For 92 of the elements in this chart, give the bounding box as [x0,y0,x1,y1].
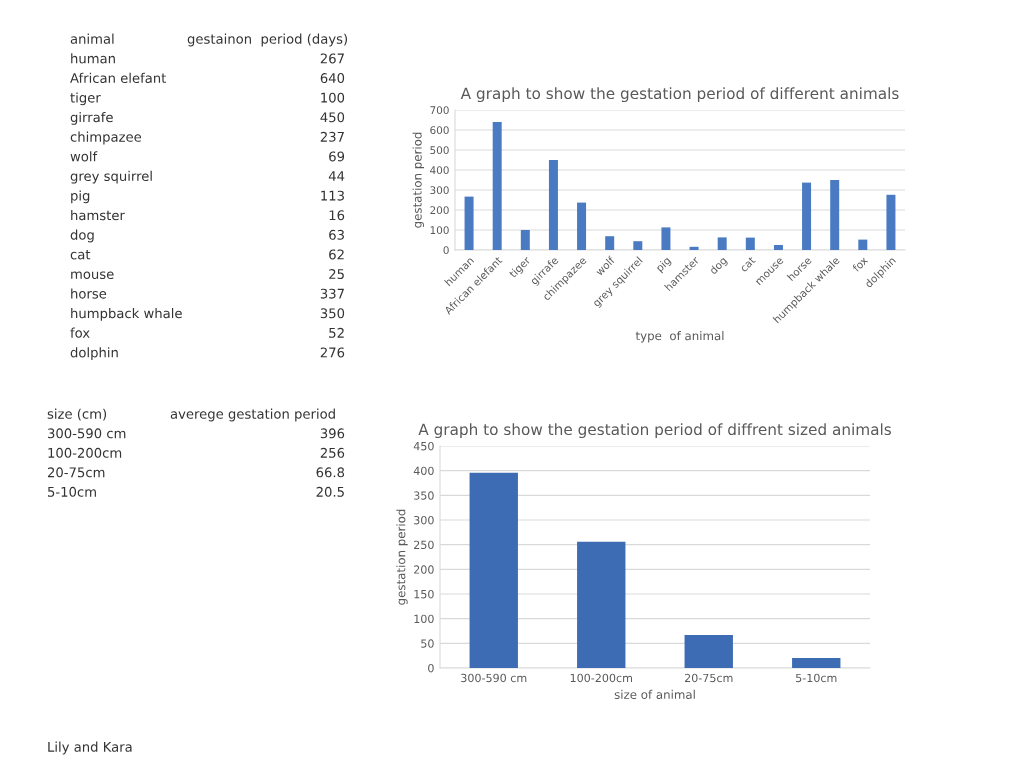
bar [548,160,558,250]
x-tick-label: cat [739,256,756,273]
y-tick-label: 50 [421,639,434,648]
bar [689,246,699,250]
bar [745,237,755,250]
text: 100 [321,92,345,103]
text: 25 [329,269,344,280]
text: tiger [70,92,101,106]
bar [792,657,841,668]
text: 640 [320,73,345,84]
y-axis-title: gestation period [412,132,425,228]
bar [520,230,530,250]
text: 113 [321,190,344,201]
text: 350 [320,308,345,319]
bar [661,227,671,250]
x-tick-label: dog [708,256,729,277]
text: 300-590 cm [48,428,126,439]
text: 20-75cm [47,467,105,478]
y-tick-label: 700 [430,106,449,115]
bar [858,239,868,250]
y-tick-label: 0 [443,246,449,255]
bar [469,472,518,668]
bar [773,245,783,250]
bar [886,194,896,250]
text: dolphin [70,347,118,360]
text: chimpazee [70,131,142,145]
text: wolf [70,151,98,162]
y-tick-label: 200 [414,565,434,574]
text: animal [70,33,114,44]
text: size (cm) [47,408,107,421]
text: averege gestation period [170,408,335,422]
bar [717,237,727,250]
text: human [71,53,115,64]
bar [802,182,812,250]
x-tick-label: 300-590 cm [461,673,527,683]
text: 62 [329,249,344,260]
text: hamster [71,210,125,221]
y-tick-label: 600 [430,126,449,135]
text: grey squirrel [70,170,152,184]
text: dog [70,229,94,243]
x-tick-label: fox [851,255,869,273]
y-tick-label: 0 [428,663,434,673]
text: Lily and Kara [48,741,132,755]
y-tick-label: 300 [414,515,434,525]
x-tick-label: 100-200cm [570,673,632,683]
text: 16 [329,210,345,221]
y-tick-label: 400 [430,166,449,175]
y-tick-label: 300 [430,186,449,195]
text: pig [71,190,90,204]
y-tick-label: 450 [413,441,434,451]
y-axis-title: gestation period [396,509,408,605]
text: fox [70,327,90,338]
text: gestainon period (days) [187,33,348,47]
text: girrafe [70,112,113,125]
text: 20.5 [316,486,344,497]
text: 52 [329,327,344,338]
chart-title: A graph to show the gestation period of different animals [460,87,899,103]
bar [684,635,733,668]
text: 337 [320,288,344,299]
bar [577,202,587,250]
text: African elefant [70,72,167,84]
x-tick-label: 20-75cm [684,673,733,683]
x-axis-title: type of animal [635,331,724,343]
x-axis-title: size of animal [614,689,695,699]
text: 44 [328,171,345,181]
y-tick-label: 100 [430,226,449,235]
chart-title: A graph to show the gestation period of diffrent sized animals [418,423,891,439]
text: 276 [320,347,345,358]
text: 63 [329,229,344,240]
y-tick-label: 400 [413,466,434,476]
y-tick-label: 100 [414,614,434,624]
bar [633,241,643,250]
y-tick-label: 250 [414,540,434,550]
text: 66.8 [316,467,345,478]
y-tick-label: 150 [414,589,434,599]
bar [830,180,840,250]
text: 237 [320,131,344,142]
text: 256 [320,447,345,458]
bar [492,122,502,250]
text: 5-10cm [48,486,96,497]
bar [577,541,626,668]
y-tick-label: 500 [430,146,449,155]
text: 450 [320,112,345,123]
bar [464,196,474,250]
y-tick-label: 350 [414,491,434,500]
text: 396 [320,428,345,439]
bar [605,236,615,250]
y-tick-label: 200 [430,206,449,215]
text: 69 [329,151,345,162]
text: 267 [320,53,344,64]
x-tick-label: 5-10cm [796,673,837,683]
text: 100-200cm [48,447,122,458]
